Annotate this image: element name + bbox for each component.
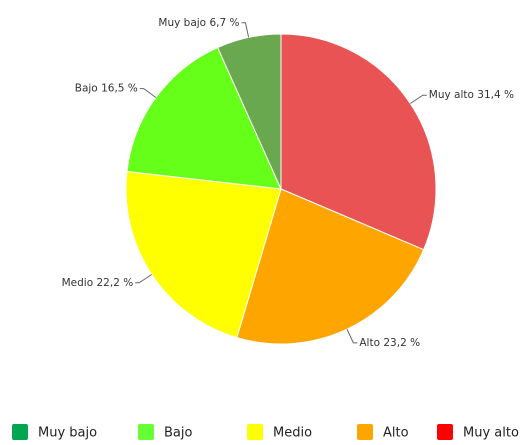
pie-slice — [125, 170, 282, 339]
legend-swatch — [437, 424, 453, 440]
legend-label: Muy bajo — [38, 426, 97, 441]
data-label-value: 31,4 % — [477, 89, 514, 101]
leader-line — [135, 274, 152, 284]
data-label-value: 16,5 % — [101, 83, 138, 95]
leader-line — [139, 88, 157, 98]
legend-swatch — [138, 424, 154, 440]
leader-line — [410, 94, 427, 104]
data-label: Medio 22,2 % — [62, 277, 134, 289]
data-label: Alto 23,2 % — [359, 337, 420, 349]
pie-slice — [216, 33, 282, 190]
data-label-name: Alto — [359, 337, 380, 349]
data-label-value: 22,2 % — [97, 277, 134, 289]
legend-label: Bajo — [164, 426, 192, 441]
legend-label: Alto — [383, 426, 409, 441]
data-label-value: 6,7 % — [209, 17, 239, 29]
data-label-name: Bajo — [75, 83, 98, 95]
leader-line — [346, 329, 358, 344]
data-label-name: Muy bajo — [158, 17, 206, 29]
data-label-value: 23,2 % — [383, 337, 420, 349]
legend-swatch — [357, 424, 373, 440]
data-label: Bajo 16,5 % — [75, 83, 138, 95]
data-label: Muy alto 31,4 % — [429, 89, 514, 101]
leader-line — [241, 22, 250, 38]
data-label: Muy bajo 6,7 % — [158, 17, 239, 29]
legend-label: Muy alto — [463, 426, 519, 441]
legend-swatch — [12, 424, 28, 440]
data-label-name: Medio — [62, 277, 94, 289]
legend-label: Medio — [273, 426, 312, 441]
legend-swatch — [247, 424, 263, 440]
data-label-name: Muy alto — [429, 89, 474, 101]
